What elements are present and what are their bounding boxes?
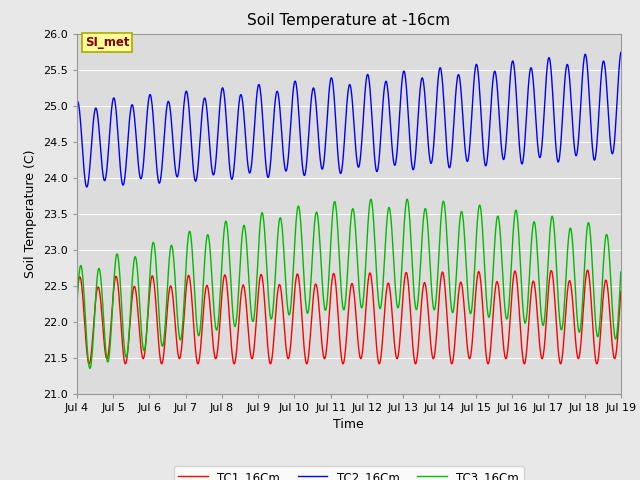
TC2_16Cm [195, 163, 202, 168]
TC3_16Cm [195, 332, 202, 338]
Text: SI_met: SI_met [85, 36, 129, 49]
Title: Soil Temperature at -16cm: Soil Temperature at -16cm [247, 13, 451, 28]
TC2_16Cm [617, 49, 625, 55]
TC2_16Cm [73, 99, 81, 105]
TC3_16Cm [434, 271, 442, 277]
TC3_16Cm [505, 303, 513, 309]
TC3_16Cm [255, 238, 263, 243]
TC3_16Cm [403, 196, 411, 202]
TC3_16Cm [181, 284, 189, 289]
Y-axis label: Soil Temperature (C): Soil Temperature (C) [24, 149, 37, 278]
TC1_16Cm [505, 339, 513, 345]
TC1_16Cm [412, 361, 419, 367]
TC3_16Cm [73, 305, 81, 311]
TC1_16Cm [73, 294, 81, 300]
TC1_16Cm [584, 267, 591, 273]
TC2_16Cm [255, 82, 263, 87]
TC1_16Cm [553, 324, 561, 330]
TC1_16Cm [255, 286, 262, 292]
TC2_16Cm [434, 84, 442, 90]
Line: TC1_16Cm: TC1_16Cm [77, 270, 621, 364]
TC3_16Cm [617, 269, 625, 275]
Legend: TC1_16Cm, TC2_16Cm, TC3_16Cm: TC1_16Cm, TC2_16Cm, TC3_16Cm [173, 466, 524, 480]
TC3_16Cm [553, 272, 561, 278]
X-axis label: Time: Time [333, 418, 364, 431]
TC2_16Cm [553, 151, 561, 156]
TC1_16Cm [434, 319, 442, 325]
Line: TC2_16Cm: TC2_16Cm [77, 52, 621, 187]
Line: TC3_16Cm: TC3_16Cm [77, 199, 621, 368]
TC1_16Cm [180, 307, 188, 313]
TC1_16Cm [194, 361, 202, 367]
TC3_16Cm [86, 365, 94, 371]
TC2_16Cm [181, 93, 189, 99]
TC1_16Cm [617, 288, 625, 294]
TC2_16Cm [83, 184, 90, 190]
TC2_16Cm [505, 101, 513, 107]
